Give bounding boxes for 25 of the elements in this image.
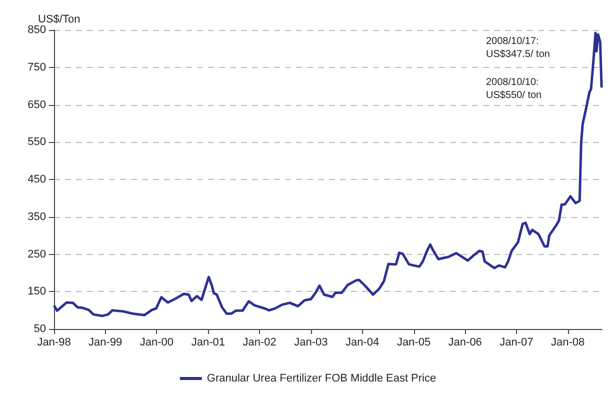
y-tick-label: 350 [28,210,46,223]
y-tick-label: 50 [34,323,46,335]
x-tick-label: Jan-06 [448,336,482,348]
x-tick-label: Jan-08 [550,336,585,348]
x-tick-label: Jan-03 [294,336,328,348]
annotation: 2008/10/17: US$347.5/ ton [486,36,550,60]
y-tick-label: 450 [28,174,46,186]
legend-label: Granular Urea Fertilizer FOB Middle East Price [206,372,436,384]
x-tick-label: Jan-05 [396,336,431,348]
y-tick-label: 250 [28,248,46,260]
y-tick-label: 650 [28,98,46,111]
y-tick-label: 150 [28,286,46,298]
y-tick-label: 550 [28,136,46,148]
y-tick-label: 850 [28,24,46,36]
x-tick-label: Jan-04 [345,336,380,348]
x-tick-label: Jan-07 [500,336,534,348]
line-series [52,32,603,318]
x-tick-label: Jan-01 [191,336,226,348]
x-tick-label: Jan-98 [37,336,71,348]
x-tick-label: Jan-99 [88,336,122,348]
y-tick-label: 750 [28,61,46,74]
x-tick-label: Jan-02 [242,336,276,348]
annotation: 2008/10/10: US$550/ ton [486,77,542,101]
y-axis-title: US$/Ton [38,14,80,26]
x-tick-label: Jan-00 [140,336,174,348]
